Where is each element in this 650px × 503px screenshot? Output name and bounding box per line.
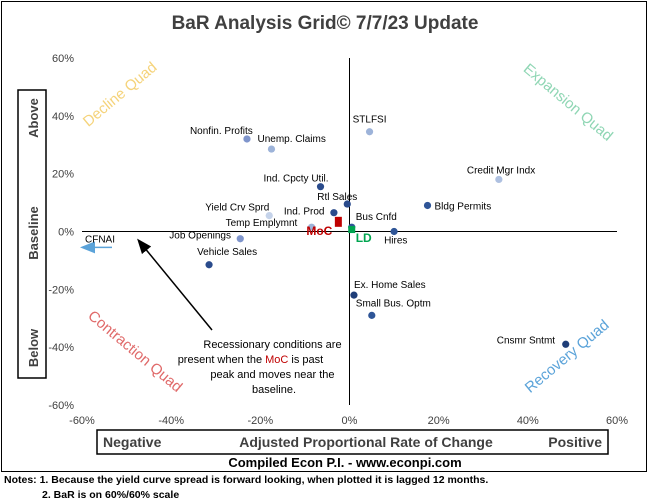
point-label-ind-prod: Ind. Prod (284, 207, 325, 218)
point-label-yield-crv-sprd: Yield Crv Sprd (205, 203, 269, 214)
annotation-line-3: peak and moves near the (210, 369, 334, 381)
point-stlfsi (365, 128, 374, 136)
data-points: STLFSI Nonfin. Profits Unemp. Claims Credit… (80, 115, 570, 348)
y-tick-label: -60% (48, 400, 74, 412)
quadrant-label-expansion-quad: Expansion Quad (520, 60, 616, 144)
quadrant-label-recovery-quad: Recovery Quad (522, 317, 613, 397)
point-label-bldg-permits: Bldg Permits (435, 201, 492, 212)
point-rtl-sales (343, 200, 351, 208)
point-label-moc: MoC (306, 224, 332, 238)
point-ex-home-sales (350, 291, 358, 299)
quadrant-label-decline-quad: Decline Quad (80, 59, 161, 130)
x-tick-label: -20% (247, 415, 273, 427)
point-ind-cpcty-util (316, 183, 325, 191)
x-axis-label: Adjusted Proportional Rate of Change (239, 434, 493, 450)
y-tick-label: 40% (52, 111, 74, 123)
y-tick-label: -40% (48, 342, 74, 354)
y-tick-label: 20% (52, 169, 74, 181)
x-tick-label: 60% (606, 415, 628, 427)
point-yield-crv-sprd (265, 211, 273, 220)
point-label-cnsmr-sntmt: Cnsmr Sntmt (497, 335, 556, 346)
point-credit-mgr-indx (495, 175, 503, 184)
point-moc (334, 216, 342, 227)
point-nonfin-profits (243, 135, 251, 143)
x-tick-label: 20% (428, 415, 450, 427)
annotation-line-4: baseline. (252, 384, 296, 396)
point-hires (390, 227, 398, 236)
point-label-rtl-sales: Rtl Sales (317, 192, 357, 203)
annotation-line-1: Recessionary conditions are (203, 339, 341, 351)
x-tick-label: 40% (517, 415, 539, 427)
annotation-arrow (137, 238, 213, 331)
annotation-moc: MoC (265, 354, 288, 366)
point-label-bus-cnfd: Bus Cnfd (356, 212, 397, 223)
point-label-unemp-claims: Unemp. Claims (257, 134, 325, 145)
point-bldg-permits (423, 201, 432, 210)
x-tick-label: 0% (342, 415, 358, 427)
point-label-stlfsi: STLFSI (353, 115, 387, 126)
x-label-positive: Positive (548, 434, 602, 450)
y-label-below: Below (26, 328, 41, 367)
point-label-job-openings: Job Openings (169, 231, 231, 242)
axes-layer: -60% -40% -20% 0% 20% 40% 60% -60% -40% -20% 0% 20%… (48, 53, 628, 427)
y-label-box (17, 89, 47, 379)
point-label-ld: LD (356, 231, 372, 245)
y-tick-label: 60% (52, 53, 74, 65)
annotation-line-2b: is past (288, 354, 323, 366)
x-label-negative: Negative (103, 434, 162, 450)
point-temp-emplymnt (308, 223, 316, 231)
x-label-box (96, 429, 609, 455)
chart-frame (1, 1, 647, 472)
point-label-temp-emplymnt: Temp Emplymnt (226, 218, 298, 229)
point-label-vehicle-sales: Vehicle Sales (197, 247, 257, 258)
point-label-ind-cpcty-util: Ind. Cpcty Util. (264, 174, 329, 185)
source-credit: Compiled Econ P.I. - www.econpi.com (228, 455, 461, 470)
annotation-text: Recessionary conditions are present when… (178, 339, 345, 396)
point-cnsmr-sntmt (562, 340, 570, 348)
annotation-box (198, 334, 348, 402)
quadrant-label-contraction-quad: Contraction Quad (84, 307, 185, 396)
y-tick-label: -20% (48, 284, 74, 296)
point-label-ex-home-sales: Ex. Home Sales (354, 280, 426, 291)
y-label-above: Above (26, 98, 41, 138)
point-small-bus-optm (368, 311, 376, 319)
y-label-baseline: Baseline (26, 206, 41, 259)
point-label-small-bus-optm: Small Bus. Optm (356, 298, 431, 309)
x-tick-label: -60% (69, 415, 95, 427)
point-label-cfnai: CFNAI (85, 234, 115, 245)
notes-line-1: Notes: 1. Because the yield curve spread… (4, 474, 489, 486)
point-label-hires: Hires (384, 236, 407, 247)
point-label-nonfin-profits: Nonfin. Profits (190, 126, 253, 137)
notes-line-2: 2. BaR is on 60%/60% scale (42, 489, 180, 501)
y-tick-label: 0% (58, 227, 74, 239)
point-vehicle-sales (205, 261, 213, 269)
point-label-credit-mgr-indx: Credit Mgr Indx (467, 165, 535, 176)
point-ind-prod (330, 209, 338, 217)
annotation-line-2a: present when the (178, 354, 265, 366)
point-job-openings (236, 235, 244, 243)
point-ld (348, 226, 356, 234)
chart-title: BaR Analysis Grid© 7/7/23 Update (172, 13, 479, 34)
x-tick-label: -40% (158, 415, 184, 427)
point-unemp-claims (267, 145, 276, 153)
